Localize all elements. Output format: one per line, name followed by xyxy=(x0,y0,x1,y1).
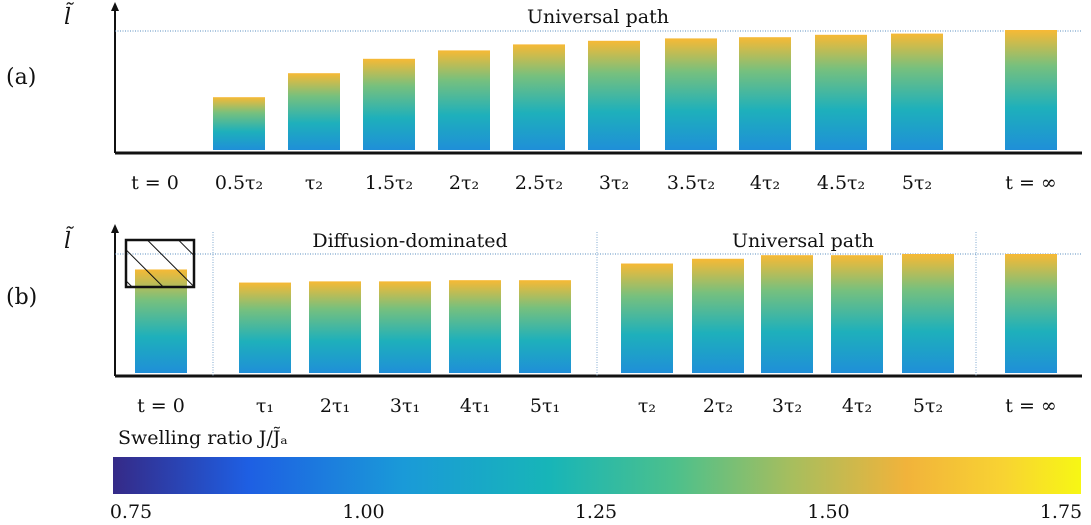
colorbar-tick-label: 1.00 xyxy=(342,501,384,523)
panel-b-tick-label: τ₂ xyxy=(638,395,656,417)
panel-a-bar xyxy=(891,33,943,150)
panel-b-section-label-universal: Universal path xyxy=(732,230,874,252)
hatched-box-pattern xyxy=(126,240,194,287)
panel-b-tick-label: 5τ₂ xyxy=(913,395,943,417)
panel-a-bar xyxy=(739,37,791,151)
panel-b-bar xyxy=(239,282,291,373)
panel-a-y-symbol: l̃ xyxy=(64,3,75,30)
panel-b-section-label-diffusion: Diffusion-dominated xyxy=(312,230,507,252)
panel-a-tick-label: 4τ₂ xyxy=(750,172,780,194)
panel-b-tick-label: 4τ₁ xyxy=(460,395,490,417)
panel-b-bar xyxy=(902,254,954,373)
panel-b-bar xyxy=(379,281,431,373)
panel-b-tick-label: 4τ₂ xyxy=(842,395,872,417)
panel-a-bar xyxy=(588,40,640,150)
panel-b-y-symbol: l̃ xyxy=(64,227,75,254)
panel-b-bar xyxy=(831,255,883,373)
panel-a-tick-label: 3τ₂ xyxy=(599,172,629,194)
colorbar-tick-label: 1.75 xyxy=(1040,501,1082,523)
panel-b-bar xyxy=(621,263,673,373)
panel-a: (a) l̃ Universal path t = 0 0.5τ₂ τ₂ 1.5τ₂ 2… xyxy=(6,2,1082,194)
panel-b: (b) l̃ Diffusion-dominated Universal pat… xyxy=(6,224,1082,417)
panel-b-tick-label: 2τ₂ xyxy=(703,395,733,417)
colorbar-tick-labels: 0.75 1.00 1.25 1.50 1.75 xyxy=(110,501,1082,523)
panel-a-tick-label: 2.5τ₂ xyxy=(515,172,563,194)
panel-a-tick-label: 5τ₂ xyxy=(902,172,932,194)
panel-a-y-arrow xyxy=(111,2,119,11)
panel-b-bar xyxy=(761,255,813,373)
panel-b-tick-label: 3τ₁ xyxy=(390,395,420,417)
panel-b-bar xyxy=(449,280,501,373)
panel-b-tick-label: t = 0 xyxy=(137,395,185,417)
panel-b-tick-label: 5τ₁ xyxy=(530,395,560,417)
panel-b-y-arrow xyxy=(111,224,119,233)
panel-b-tick-label: 2τ₁ xyxy=(320,395,350,417)
panel-b-tick-label: 3τ₂ xyxy=(772,395,802,417)
colorbar-title: Swelling ratio J/J̃ₐ xyxy=(118,427,288,449)
panel-b-tick-label: τ₁ xyxy=(256,395,274,417)
panel-a-tick-label: 0.5τ₂ xyxy=(215,172,263,194)
panel-a-bars xyxy=(213,30,1057,151)
colorbar-tick-label: 1.50 xyxy=(807,501,849,523)
panel-b-bar xyxy=(692,258,744,373)
panel-a-bar xyxy=(815,34,867,150)
panel-a-tick-label: τ₂ xyxy=(305,172,323,194)
panel-b-bars xyxy=(135,254,1057,373)
hatched-box-outline xyxy=(124,238,196,289)
panel-a-tick-label: 3.5τ₂ xyxy=(667,172,715,194)
panel-a-tick-label: 4.5τ₂ xyxy=(817,172,865,194)
hatched-initial-box xyxy=(124,238,196,289)
colorbar-tick-label: 0.75 xyxy=(110,501,152,523)
panel-a-section-label: Universal path xyxy=(527,6,669,28)
colorbar-gradient xyxy=(113,457,1081,494)
panel-a-bar xyxy=(1005,30,1057,150)
panel-b-bar xyxy=(309,281,361,373)
panel-a-tick-label: 2τ₂ xyxy=(449,172,479,194)
colorbar: Swelling ratio J/J̃ₐ 0.75 1.00 1.25 1.50 1.7… xyxy=(110,427,1082,523)
panel-a-tick-label: t = 0 xyxy=(131,172,179,194)
panel-a-bar xyxy=(288,73,340,150)
panel-a-tick-label: t = ∞ xyxy=(1005,172,1056,194)
panel-a-tick-labels: t = 0 0.5τ₂ τ₂ 1.5τ₂ 2τ₂ 2.5τ₂ 3τ₂ 3.5τ₂ 4τ₂ 4.5τ… xyxy=(131,172,1057,194)
panel-a-bar xyxy=(513,44,565,150)
panel-a-bar xyxy=(213,97,265,150)
panel-a-label: (a) xyxy=(6,65,36,90)
panel-b-label: (b) xyxy=(6,285,37,310)
panel-a-tick-label: 1.5τ₂ xyxy=(365,172,413,194)
panel-b-bar xyxy=(519,280,571,373)
panel-a-bar xyxy=(438,50,490,150)
panel-b-tick-label: t = ∞ xyxy=(1005,395,1056,417)
panel-a-bar xyxy=(665,38,717,150)
panel-b-bar xyxy=(1005,254,1057,373)
colorbar-tick-label: 1.25 xyxy=(575,501,617,523)
panel-a-bar xyxy=(363,58,415,150)
panel-b-tick-labels: t = 0 τ₁ 2τ₁ 3τ₁ 4τ₁ 5τ₁ τ₂ 2τ₂ 3τ₂ 4τ₂ 5τ₂ t = ∞ xyxy=(137,395,1057,417)
